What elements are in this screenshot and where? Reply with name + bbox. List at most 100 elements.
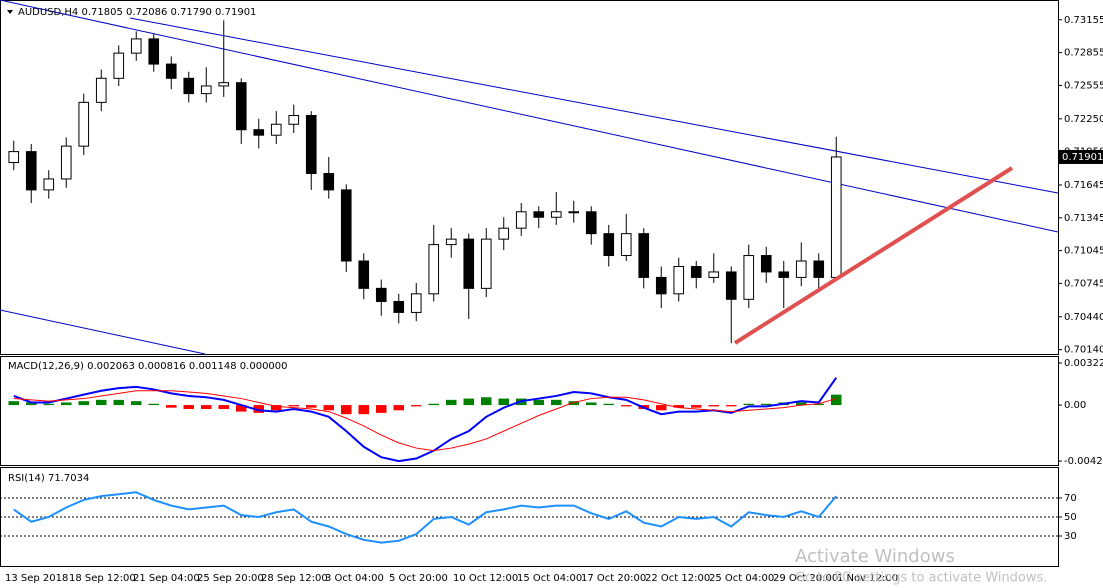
candle-body — [130, 38, 142, 54]
channel-line — [129, 17, 1059, 194]
x-tick-label: 22 Oct 12:00 — [645, 573, 710, 584]
y-tick-label: 0.71645 — [1064, 180, 1103, 191]
candle-body — [60, 145, 72, 180]
macd-bar — [708, 405, 719, 407]
candle-body — [113, 52, 125, 79]
macd-bar — [761, 403, 772, 406]
y-tick-label: 0.003229 — [1064, 358, 1103, 369]
x-tick-label: 10 Oct 12:00 — [453, 573, 518, 584]
macd-bar — [113, 399, 124, 406]
candle-body — [25, 151, 37, 191]
x-tick-label: 25 Sep 20:00 — [197, 573, 264, 584]
macd-bar — [26, 402, 37, 406]
x-tick-label: 15 Oct 04:00 — [517, 573, 582, 584]
macd-bar — [428, 403, 439, 406]
price-tag-label: 0.71901 — [1062, 152, 1103, 163]
rsi-header: RSI(14) 71.7034 — [8, 473, 89, 484]
price-tag — [1059, 149, 1103, 164]
candle-body — [690, 265, 702, 278]
x-tick-label: 28 Sep 12:00 — [261, 573, 328, 584]
macd-bar — [498, 398, 509, 406]
y-tick-label: 0.72855 — [1064, 48, 1103, 59]
candle-body — [620, 233, 632, 257]
candle-body — [323, 172, 335, 191]
macd-bar — [358, 405, 369, 415]
x-tick-label: 13 Sep 2018 — [5, 573, 68, 584]
candle-body — [78, 101, 90, 147]
candle-body — [515, 211, 527, 229]
candle-body — [830, 156, 842, 278]
candle-body — [305, 114, 317, 174]
macd-bar — [743, 403, 754, 406]
candle-body — [568, 211, 580, 214]
candle-body — [183, 77, 195, 95]
macd-bar — [656, 405, 667, 411]
x-tick-label: 5 Oct 20:00 — [389, 573, 448, 584]
candle-body — [550, 211, 562, 218]
macd-bar — [586, 402, 597, 406]
candle-body — [95, 77, 107, 103]
candle-body — [813, 260, 825, 278]
y-tick-label: 50 — [1064, 512, 1077, 523]
y-tick-label: 0.71045 — [1064, 246, 1103, 257]
candle-body — [393, 300, 405, 313]
rsi-line — [13, 491, 838, 544]
watermark-subtitle: Go to PC settings to activate Windows. — [795, 571, 1047, 586]
y-tick-label: 0.00 — [1064, 400, 1086, 411]
candle-body — [743, 255, 755, 300]
macd-line — [13, 390, 837, 452]
y-tick-label: 0.72555 — [1064, 80, 1103, 91]
watermark-title: Activate Windows — [795, 546, 955, 567]
macd-bar — [568, 401, 579, 406]
macd-bar — [621, 405, 632, 407]
candle-body — [585, 211, 597, 235]
candle-body — [410, 293, 422, 313]
macd-bar — [533, 399, 544, 406]
x-tick-label: 29 Oct 20:00 — [773, 573, 838, 584]
candle-body — [603, 233, 615, 257]
channel-line — [0, 0, 1059, 233]
macd-bar — [691, 405, 702, 408]
candle-body — [8, 151, 20, 164]
candle-body — [235, 82, 247, 131]
candle-body — [165, 63, 177, 79]
price-panel — [0, 0, 1059, 355]
candle-body — [218, 82, 230, 87]
macd-bar — [236, 405, 247, 412]
macd-bar — [673, 405, 684, 408]
macd-bar — [183, 405, 194, 409]
trend-line — [733, 166, 1014, 345]
macd-bar — [253, 405, 264, 413]
macd-bar — [78, 401, 89, 406]
macd-bar — [411, 405, 422, 407]
x-tick-label: 17 Oct 20:00 — [581, 573, 646, 584]
candle-body — [498, 227, 510, 240]
macd-bar — [603, 403, 614, 406]
macd-panel — [0, 356, 1059, 466]
macd-header: MACD(12,26,9) 0.002063 0.000816 0.001148… — [8, 361, 288, 372]
candle-body — [200, 85, 212, 95]
macd-bar — [446, 399, 457, 406]
candle-body — [288, 114, 300, 125]
macd-bar — [288, 405, 299, 407]
candle-body — [533, 211, 545, 218]
candle-body — [270, 123, 282, 136]
macd-bar — [8, 401, 19, 406]
candle-body — [43, 178, 55, 191]
y-tick-label: 0.70440 — [1064, 312, 1103, 323]
x-tick-label: 1 Nov 12:00 — [837, 573, 898, 584]
macd-line — [13, 377, 838, 463]
candle-body — [340, 189, 352, 262]
macd-bar — [376, 405, 387, 413]
candle-body — [358, 260, 370, 289]
y-tick-label: 0.72250 — [1064, 114, 1103, 125]
candle-body — [148, 38, 160, 65]
macd-bar — [393, 405, 404, 411]
candle-body — [480, 238, 492, 289]
macd-bar — [148, 403, 159, 406]
y-tick-label: 0.73155 — [1064, 15, 1103, 26]
y-tick-label: -0.004296 — [1064, 456, 1103, 467]
macd-bar — [131, 401, 142, 406]
macd-bar — [463, 398, 474, 406]
